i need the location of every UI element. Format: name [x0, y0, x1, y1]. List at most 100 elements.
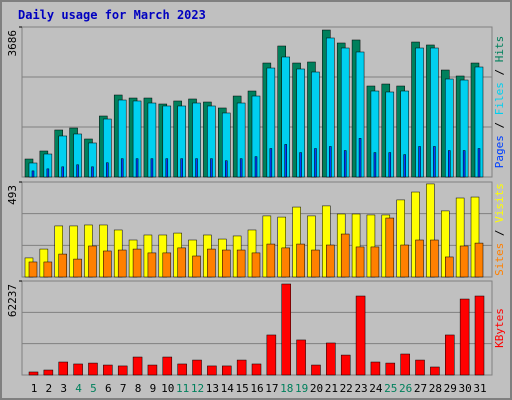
chart-title: Daily usage for March 2023 [18, 8, 206, 22]
bar [28, 371, 39, 376]
bar [147, 364, 158, 376]
bar [296, 339, 306, 376]
x-tick-label: 4 [75, 382, 82, 395]
x-tick-label: 21 [325, 382, 338, 395]
bar [150, 158, 154, 178]
bar [311, 364, 321, 376]
x-tick-label: 8 [135, 382, 142, 395]
bar [370, 246, 380, 278]
x-tick-label: 1 [31, 382, 38, 395]
bar [177, 247, 186, 278]
bar [162, 356, 173, 376]
bar [358, 138, 362, 178]
bar [385, 362, 396, 376]
bar [370, 361, 381, 376]
bar [28, 261, 38, 278]
bar [236, 359, 247, 376]
x-tick-label: 30 [459, 382, 472, 395]
legend-entry: Hits [493, 36, 506, 63]
bar [430, 239, 439, 278]
legend: Pages / Files / Hits [493, 36, 506, 169]
x-tick-label: 11 [176, 382, 189, 395]
bar [400, 353, 410, 376]
x-tick-label: 16 [250, 382, 263, 395]
bar [254, 156, 258, 178]
bar [343, 150, 347, 178]
x-tick-label: 31 [473, 382, 486, 395]
bar [329, 146, 332, 178]
legend-entry: KBytes [493, 308, 506, 348]
x-tick-label: 26 [399, 382, 412, 395]
bar [135, 158, 139, 178]
bar [281, 247, 290, 278]
x-tick-label: 23 [354, 382, 367, 395]
x-tick-label: 14 [221, 382, 235, 395]
bar [88, 245, 97, 278]
bar [474, 295, 485, 376]
x-tick-label: 9 [150, 382, 157, 395]
bar [251, 363, 262, 376]
bar [103, 364, 113, 376]
bar [43, 369, 54, 376]
bar [222, 249, 231, 278]
bar [340, 233, 350, 278]
bar [195, 158, 198, 178]
bar [120, 158, 124, 178]
bar [415, 359, 425, 376]
bar [355, 295, 366, 376]
bar [311, 249, 320, 278]
bar [326, 244, 335, 278]
bar [222, 365, 232, 376]
y-tick-label: 62237 [6, 284, 19, 317]
bar [177, 363, 187, 376]
x-tick-label: 10 [161, 382, 174, 395]
bar [73, 258, 82, 278]
bar [207, 365, 217, 376]
bar [117, 365, 128, 376]
bar [314, 148, 317, 178]
legend-entry: Pages [493, 135, 506, 168]
y-tick-label: 3686 [6, 30, 19, 57]
bar [91, 166, 94, 178]
bar [269, 148, 273, 178]
bar [43, 261, 53, 278]
bar [403, 154, 406, 178]
legend-entry: Files [493, 82, 506, 115]
panel [21, 280, 493, 376]
bar [418, 146, 421, 178]
x-tick-label: 19 [295, 382, 308, 395]
x-tick-label: 27 [414, 382, 427, 395]
x-tick-label: 24 [369, 382, 383, 395]
legend-entry: Visits [493, 183, 506, 223]
bar [225, 160, 228, 178]
bar [239, 158, 243, 178]
bar [117, 249, 127, 278]
bar [388, 152, 392, 178]
bar [400, 244, 409, 278]
bar [88, 362, 98, 376]
x-tick-label: 28 [429, 382, 442, 395]
bar [165, 158, 169, 178]
bar [61, 166, 64, 178]
bar [132, 356, 143, 376]
bar [326, 342, 336, 376]
bar [106, 162, 109, 178]
bar [210, 158, 213, 178]
bar [31, 170, 35, 178]
legend-separator: / [493, 62, 506, 82]
bar [459, 245, 469, 278]
y-tick-label: 493 [6, 185, 19, 205]
x-tick-label: 12 [191, 382, 204, 395]
bar [385, 217, 395, 278]
bar [415, 239, 424, 278]
legend: KBytes [493, 308, 506, 348]
x-tick-label: 17 [265, 382, 278, 395]
x-tick-label: 20 [310, 382, 323, 395]
bar [266, 334, 277, 376]
bar [299, 152, 302, 178]
bar [281, 283, 291, 376]
x-tick-label: 15 [236, 382, 249, 395]
legend-separator: / [493, 223, 506, 243]
